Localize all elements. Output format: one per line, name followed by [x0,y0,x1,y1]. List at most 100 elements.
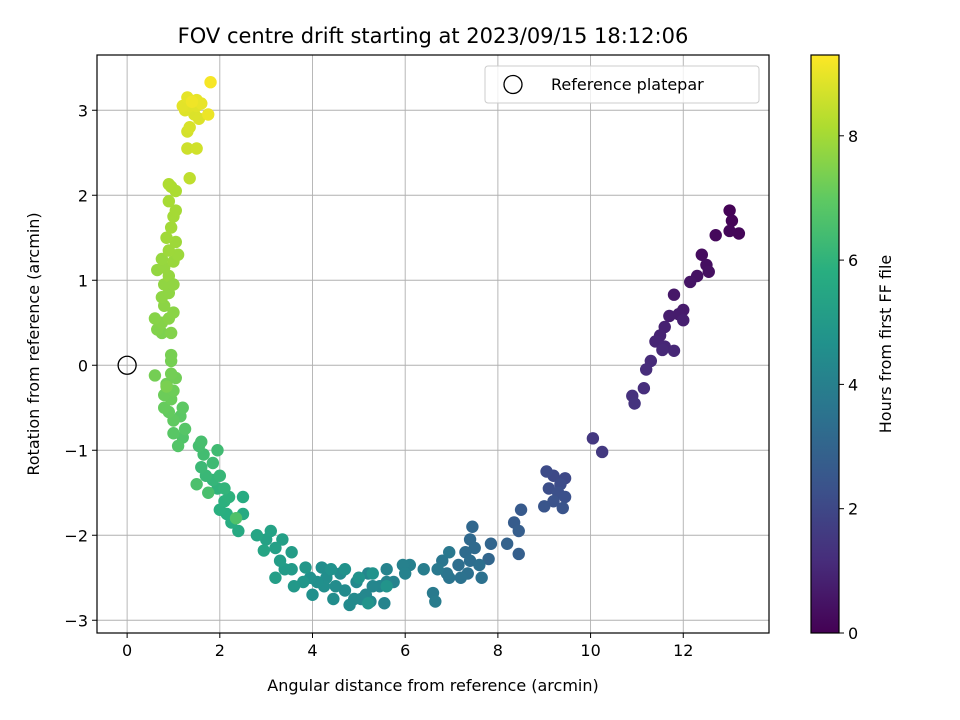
data-point [595,445,609,459]
data-point [684,275,697,289]
y-tick-label: 1 [78,271,88,290]
data-point [440,567,454,580]
data-point [361,597,375,610]
data-point [324,563,338,576]
data-point [171,439,185,453]
y-tick-label: 2 [78,186,88,205]
x-tick-label: 12 [673,641,693,660]
data-point [299,561,312,574]
data-point [160,380,173,393]
data-point [540,465,553,478]
x-axis-label: Angular distance from reference (arcmin) [267,676,598,695]
data-point [257,544,271,557]
data-point [725,214,739,227]
x-tick-label: 6 [400,641,410,660]
data-point [352,571,366,584]
data-point [167,427,180,440]
reference-point [117,355,137,375]
colorbar-tick-label: 6 [848,251,858,270]
data-point [229,512,243,525]
data-point [171,248,185,261]
data-point [702,265,715,278]
data-point [380,580,393,593]
y-tick-label: 3 [78,101,88,120]
data-point [273,554,287,567]
x-axis-ticks: 0 2 4 6 8 10 12 [122,633,693,660]
data-point [250,529,264,542]
data-point [709,229,722,242]
x-tick-label: 10 [580,641,600,660]
data-point [264,524,277,538]
data-point [723,204,736,217]
data-point [380,563,393,576]
data-point [190,478,203,491]
data-point [538,500,551,513]
legend: Reference platepar [484,65,760,104]
legend-marker [503,74,523,95]
colorbar-tick-label: 0 [848,624,858,643]
data-point [176,401,189,414]
reference-marker [117,355,137,375]
data-point [195,435,208,448]
colorbar: 0 2 4 6 8 Hours from first FF file [810,54,895,643]
x-tick-label: 4 [307,641,317,660]
data-point [195,97,208,110]
colorbar-gradient [810,54,840,634]
data-point [558,490,572,504]
data-point [667,288,681,301]
data-point [202,108,215,121]
data-point [183,121,196,134]
grid [97,55,769,633]
data-point [218,482,231,495]
data-point [667,344,681,357]
y-tick-label: 0 [78,356,88,375]
y-axis-label: Rotation from reference (arcmin) [24,212,43,475]
data-point [167,278,180,291]
data-point [181,142,194,155]
y-axis-ticks: −3 −2 −1 0 1 2 3 [64,101,97,630]
data-point [269,571,282,584]
data-point [297,575,310,589]
data-point [164,326,178,340]
plot-frame [96,54,770,634]
data-point [169,204,182,217]
colorbar-tick-label: 8 [848,127,858,146]
data-point [649,335,662,348]
data-point [164,348,178,362]
data-point [148,312,162,325]
data-point [677,314,690,327]
data-point [514,503,528,516]
data-point [329,580,342,593]
data-point [556,501,569,515]
data-point [463,554,477,567]
data-point [586,432,600,445]
data-point [162,244,176,257]
data-point [482,552,495,566]
data-point [468,541,481,555]
legend-box [484,65,760,104]
data-point [443,546,456,559]
data-point [169,235,182,249]
data-point [195,461,208,474]
data-point [500,537,514,550]
data-point [236,490,250,504]
data-point [327,592,340,606]
data-point [429,595,442,608]
data-point [160,231,173,244]
data-point [148,369,162,382]
data-point [417,563,430,576]
data-point [315,561,328,574]
data-point [628,397,641,410]
data-point [663,309,676,323]
data-point [378,597,391,610]
data-point [366,567,379,580]
colorbar-ticks: 0 2 4 6 8 [839,127,858,643]
data-point [398,567,412,580]
legend-entry-reference: Reference platepar [551,75,704,94]
data-point [306,588,319,601]
data-point [204,76,217,89]
data-point [723,224,736,238]
data-point [656,343,669,357]
data-point [202,486,215,499]
